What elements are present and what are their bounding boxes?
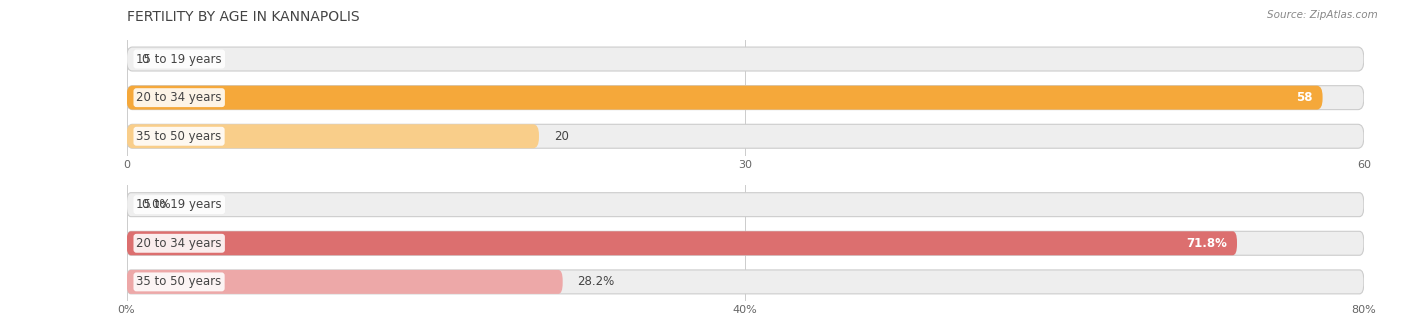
FancyBboxPatch shape bbox=[127, 86, 1364, 110]
Text: 15 to 19 years: 15 to 19 years bbox=[136, 198, 222, 211]
FancyBboxPatch shape bbox=[127, 47, 1364, 71]
Text: Source: ZipAtlas.com: Source: ZipAtlas.com bbox=[1267, 10, 1378, 20]
FancyBboxPatch shape bbox=[127, 270, 1364, 294]
Text: 58: 58 bbox=[1296, 91, 1313, 104]
FancyBboxPatch shape bbox=[127, 124, 538, 148]
Text: 35 to 50 years: 35 to 50 years bbox=[136, 130, 222, 143]
FancyBboxPatch shape bbox=[127, 124, 1364, 148]
Text: 15 to 19 years: 15 to 19 years bbox=[136, 53, 222, 66]
FancyBboxPatch shape bbox=[127, 231, 1237, 255]
Text: 28.2%: 28.2% bbox=[578, 275, 614, 288]
Text: 71.8%: 71.8% bbox=[1187, 237, 1227, 250]
FancyBboxPatch shape bbox=[127, 86, 1323, 110]
FancyBboxPatch shape bbox=[127, 231, 1364, 255]
FancyBboxPatch shape bbox=[127, 193, 1364, 217]
Text: 0.0%: 0.0% bbox=[142, 198, 172, 211]
FancyBboxPatch shape bbox=[127, 270, 562, 294]
Text: 20: 20 bbox=[554, 130, 568, 143]
Text: FERTILITY BY AGE IN KANNAPOLIS: FERTILITY BY AGE IN KANNAPOLIS bbox=[127, 10, 359, 24]
Text: 20 to 34 years: 20 to 34 years bbox=[136, 91, 222, 104]
Text: 35 to 50 years: 35 to 50 years bbox=[136, 275, 222, 288]
Text: 0: 0 bbox=[142, 53, 149, 66]
Text: 20 to 34 years: 20 to 34 years bbox=[136, 237, 222, 250]
